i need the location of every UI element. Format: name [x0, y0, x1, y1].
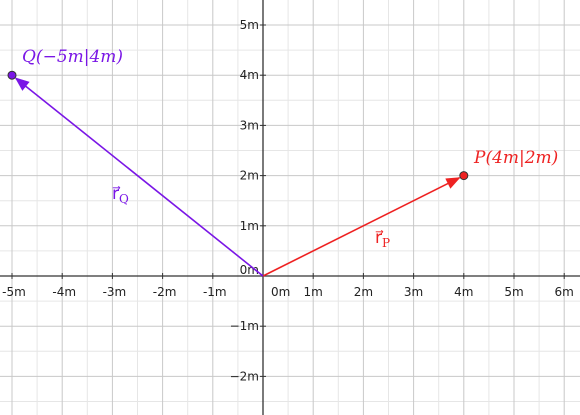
x-tick-label: 4m [454, 285, 473, 299]
x-tick-label: 1m [304, 285, 323, 299]
points [7, 70, 469, 181]
x-tick-label: 3m [404, 285, 423, 299]
x-tick-label: 2m [354, 285, 373, 299]
vector-rP [262, 177, 461, 277]
x-tick-label: 6m [555, 285, 574, 299]
point-P [459, 171, 469, 181]
x-tick-label: -5m [2, 285, 26, 299]
math-labels: r⃗P r⃗Q P(4m|2m) Q(−5m|4m) [22, 47, 558, 250]
vectors [14, 77, 461, 277]
y-tick-label: −1m [230, 319, 259, 333]
y-tick-label: 2m [240, 169, 259, 183]
point-label-Q: Q(−5m|4m) [22, 47, 123, 67]
y-tick-label: 1m [240, 219, 259, 233]
x-tick-label: -4m [52, 285, 76, 299]
x-tick-label: -1m [203, 285, 227, 299]
point-Q [7, 70, 17, 80]
y-tick-label: 4m [240, 68, 259, 82]
x-tick-label: 0m [271, 285, 290, 299]
vector-rQ [14, 77, 264, 277]
y-tick-label: 5m [240, 18, 259, 32]
x-tick-label: -2m [153, 285, 177, 299]
y-tick-label: 3m [240, 118, 259, 132]
vector-label-rQ: r⃗Q [112, 184, 129, 206]
x-tick-label: -3m [103, 285, 127, 299]
y-tick-label: −2m [230, 369, 259, 383]
tick-labels: -5m -4m -3m -2m -1m 0m 1m 2m 3m 4m 5m 6m 5m 4m 3m 2m 1m 0… [2, 18, 574, 383]
x-tick-label: 5m [504, 285, 523, 299]
point-label-P: P(4m|2m) [473, 148, 558, 168]
y-tick-label: 0m [240, 263, 259, 277]
vector-label-rP: r⃗P [375, 228, 390, 250]
